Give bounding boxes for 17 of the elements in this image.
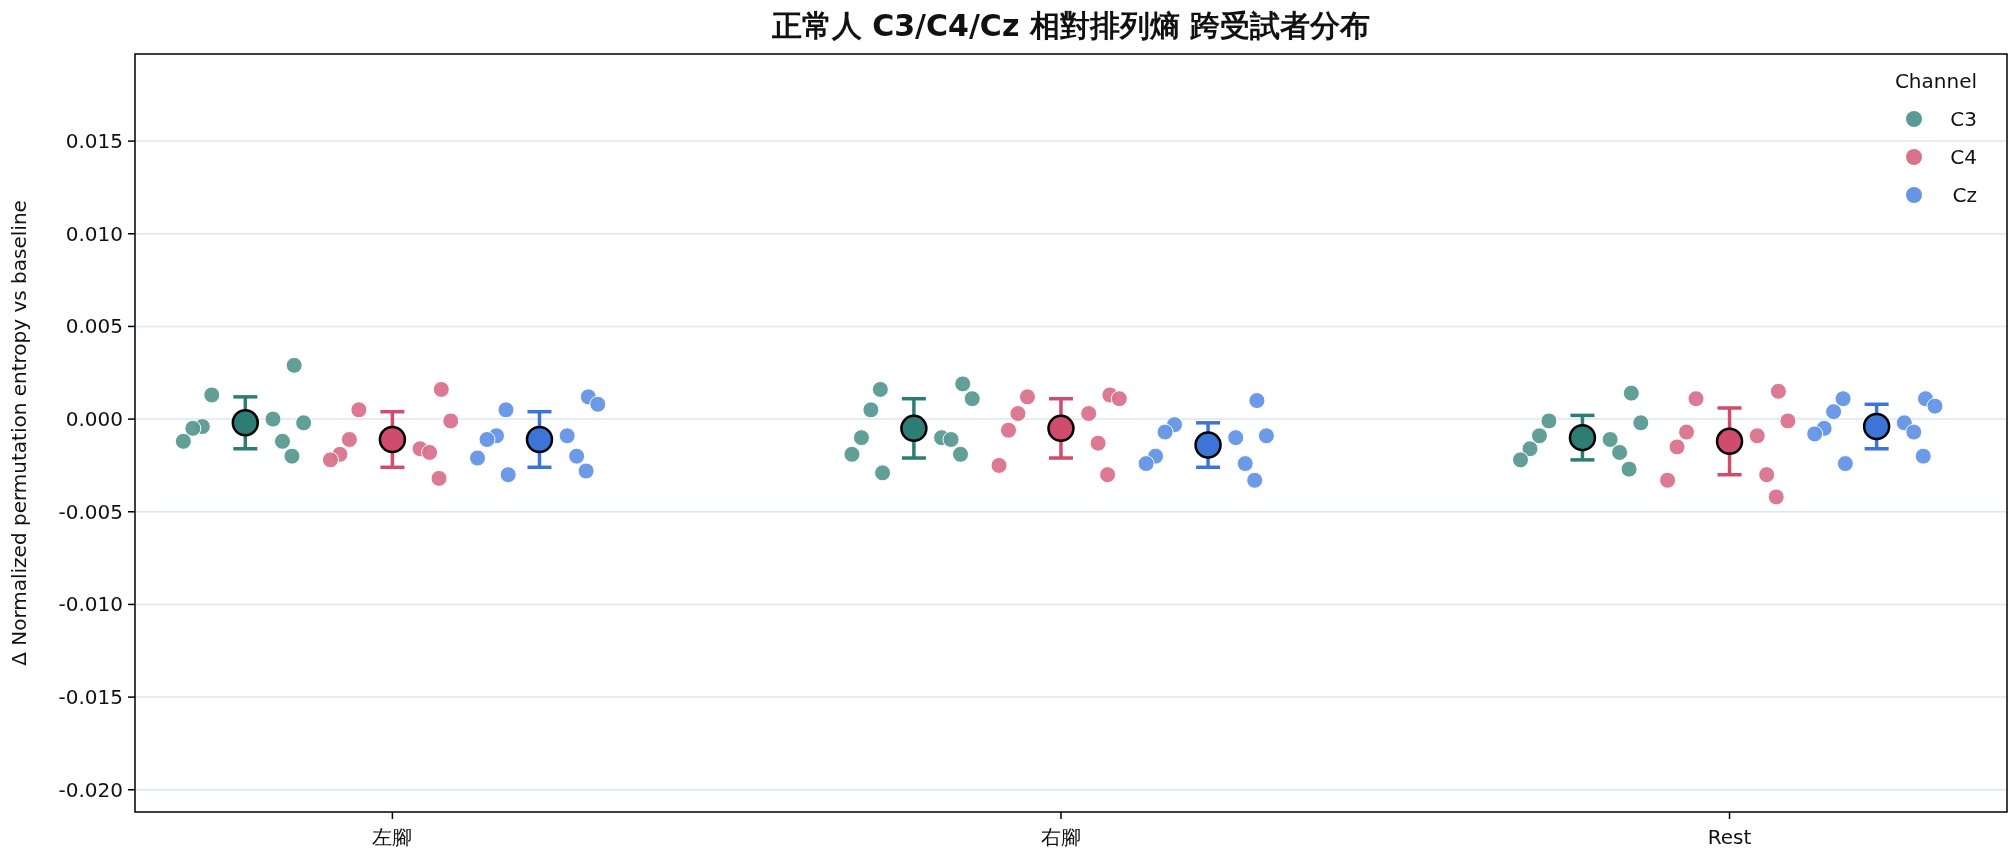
- x-tick-label: 右腳: [1040, 825, 1081, 849]
- y-tick-label: 0.000: [65, 407, 123, 432]
- chart-title: 正常人 C3/C4/Cz 相對排列熵 跨受試者分布: [770, 8, 1371, 43]
- y-tick-label: -0.005: [58, 499, 123, 524]
- y-tick-label: -0.020: [58, 777, 123, 802]
- legend-title: Channel: [1894, 69, 1977, 93]
- y-tick-label: 0.010: [65, 221, 123, 246]
- y-axis-title: Δ Normalized permutation entropy vs baseline: [7, 200, 31, 666]
- legend-label: Cz: [1952, 183, 1977, 207]
- y-tick-label: -0.010: [58, 592, 123, 617]
- y-tick-label: 0.015: [65, 129, 123, 154]
- x-tick-label: Rest: [1707, 825, 1752, 849]
- legend-label: C3: [1950, 107, 1977, 131]
- y-tick-label: 0.005: [65, 314, 123, 339]
- x-tick-label: 左腳: [372, 825, 413, 849]
- y-tick-label: -0.015: [58, 685, 123, 710]
- legend-label: C4: [1950, 145, 1977, 169]
